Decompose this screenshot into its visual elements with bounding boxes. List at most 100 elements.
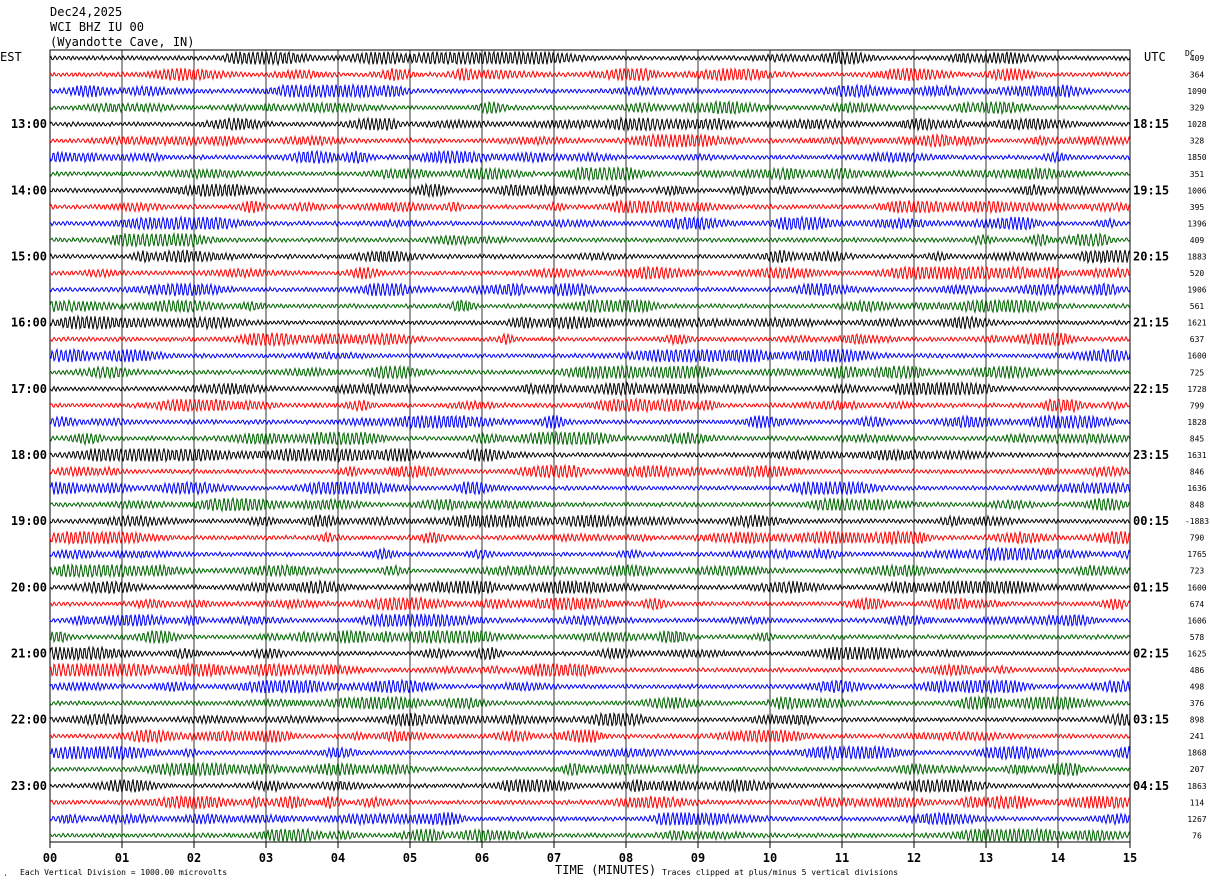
seismic-trace bbox=[49, 794, 1131, 811]
seismic-trace bbox=[49, 612, 1131, 629]
dc-offset-label: 674 bbox=[1190, 600, 1205, 609]
right-timezone-label: UTC bbox=[1144, 50, 1166, 64]
dc-offset-label: 845 bbox=[1190, 434, 1205, 443]
dc-offset-label: 848 bbox=[1190, 501, 1205, 510]
x-tick-label: 14 bbox=[1051, 851, 1065, 865]
dc-offset-label: 520 bbox=[1190, 269, 1205, 278]
dc-offset-label: 1765 bbox=[1187, 550, 1206, 559]
dc-offset-label: 1631 bbox=[1187, 451, 1206, 460]
seismic-trace bbox=[49, 447, 1131, 464]
right-hour-label: 02:15 bbox=[1133, 646, 1169, 660]
seismic-trace bbox=[49, 662, 1131, 678]
left-hour-label: 20:00 bbox=[11, 580, 47, 594]
dc-offset-label: 114 bbox=[1190, 798, 1205, 807]
seismic-trace bbox=[49, 480, 1131, 497]
left-hour-label: 18:00 bbox=[11, 448, 47, 462]
left-hour-label: 23:00 bbox=[11, 779, 47, 793]
left-hour-label: 17:00 bbox=[11, 382, 47, 396]
seismic-trace bbox=[49, 728, 1131, 745]
seismic-trace bbox=[49, 115, 1131, 132]
dc-offset-label: 395 bbox=[1190, 203, 1205, 212]
seismic-trace bbox=[49, 546, 1131, 563]
seismic-trace bbox=[49, 281, 1131, 297]
dc-offset-label: 1621 bbox=[1187, 319, 1206, 328]
left-hour-label: 21:00 bbox=[11, 646, 47, 660]
corner-marker-icon: ⋅ bbox=[3, 871, 8, 880]
seismic-trace bbox=[49, 99, 1131, 116]
right-hour-label: 03:15 bbox=[1133, 713, 1169, 727]
dc-offset-label: 1625 bbox=[1187, 649, 1206, 658]
dc-offset-label: 1828 bbox=[1187, 418, 1206, 427]
dc-offset-label: 1883 bbox=[1187, 252, 1206, 261]
dc-offset-label: 1868 bbox=[1187, 749, 1206, 758]
x-tick-label: 02 bbox=[187, 851, 201, 865]
dc-offset-label: 1028 bbox=[1187, 120, 1206, 129]
dc-offset-label: 1728 bbox=[1187, 385, 1206, 394]
scale-note: Each Vertical Division = 1000.00 microvo… bbox=[20, 868, 228, 877]
dc-offset-label: 1396 bbox=[1187, 219, 1206, 228]
dc-offset-label: 1600 bbox=[1187, 583, 1206, 592]
left-timezone-label: EST bbox=[0, 50, 22, 64]
x-tick-label: 08 bbox=[619, 851, 633, 865]
x-axis-title: TIME (MINUTES) bbox=[555, 863, 657, 877]
left-hour-label: 22:00 bbox=[11, 713, 47, 727]
x-tick-label: 03 bbox=[259, 851, 273, 865]
dc-offset-label: 723 bbox=[1190, 567, 1205, 576]
seismic-trace bbox=[49, 744, 1131, 762]
dc-offset-label: 364 bbox=[1190, 71, 1205, 80]
station-location: (Wyandotte Cave, IN) bbox=[50, 35, 195, 49]
seismic-trace bbox=[49, 66, 1131, 83]
dc-offset-label: 1006 bbox=[1187, 186, 1206, 195]
seismic-trace bbox=[49, 298, 1131, 315]
dc-offset-label: 1906 bbox=[1187, 286, 1206, 295]
seismic-trace bbox=[49, 413, 1131, 430]
dc-offset-label: 898 bbox=[1190, 716, 1205, 725]
seismic-trace bbox=[49, 513, 1131, 530]
dc-offset-label: 561 bbox=[1190, 302, 1205, 311]
seismic-trace bbox=[49, 397, 1131, 414]
right-hour-label: 20:15 bbox=[1133, 249, 1169, 263]
x-tick-label: 11 bbox=[835, 851, 849, 865]
x-tick-label: 07 bbox=[547, 851, 561, 865]
dc-offset-label: 799 bbox=[1190, 401, 1205, 410]
right-hour-label: 23:15 bbox=[1133, 448, 1169, 462]
seismic-trace bbox=[49, 347, 1131, 364]
dc-offset-label: 1090 bbox=[1187, 87, 1206, 96]
x-tick-label: 00 bbox=[43, 851, 57, 865]
seismic-trace bbox=[49, 231, 1131, 249]
seismic-trace bbox=[49, 645, 1131, 662]
seismic-trace bbox=[49, 578, 1131, 596]
seismic-trace bbox=[49, 182, 1131, 199]
seismic-trace bbox=[49, 496, 1131, 513]
x-tick-label: 15 bbox=[1123, 851, 1137, 865]
clip-note: Traces clipped at plus/minus 5 vertical … bbox=[662, 868, 899, 877]
x-tick-label: 04 bbox=[331, 851, 345, 865]
seismic-trace bbox=[49, 215, 1131, 231]
right-hour-label: 22:15 bbox=[1133, 382, 1169, 396]
x-tick-label: 09 bbox=[691, 851, 705, 865]
x-tick-label: 05 bbox=[403, 851, 417, 865]
seismic-trace bbox=[49, 595, 1131, 612]
seismic-trace bbox=[49, 827, 1131, 844]
seismic-trace bbox=[49, 678, 1131, 695]
seismic-trace bbox=[49, 778, 1131, 794]
left-hour-label: 19:00 bbox=[11, 514, 47, 528]
dc-offset-label: 1600 bbox=[1187, 352, 1206, 361]
right-hour-label: 01:15 bbox=[1133, 580, 1169, 594]
dc-offset-label: 1863 bbox=[1187, 782, 1206, 791]
plot-date: Dec24,2025 bbox=[50, 5, 123, 19]
seismic-trace bbox=[49, 364, 1131, 380]
dc-offset-label: 1606 bbox=[1187, 616, 1206, 625]
dc-offset-label: 637 bbox=[1190, 335, 1205, 344]
dc-offset-label: 578 bbox=[1190, 633, 1205, 642]
seismic-trace bbox=[49, 430, 1131, 447]
x-tick-label: 13 bbox=[979, 851, 993, 865]
left-hour-label: 14:00 bbox=[11, 183, 47, 197]
dc-offset-label: 1636 bbox=[1187, 484, 1206, 493]
dc-offset-label: 498 bbox=[1190, 683, 1205, 692]
seismic-trace bbox=[49, 811, 1131, 827]
seismic-trace bbox=[49, 248, 1131, 265]
seismic-trace bbox=[49, 694, 1131, 711]
dc-offset-label: -1883 bbox=[1185, 517, 1209, 526]
